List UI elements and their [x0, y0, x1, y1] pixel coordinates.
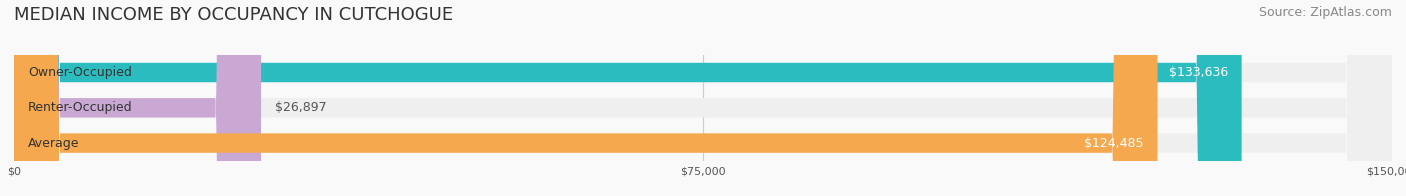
FancyBboxPatch shape: [14, 0, 262, 196]
Text: Owner-Occupied: Owner-Occupied: [28, 66, 132, 79]
FancyBboxPatch shape: [14, 0, 1392, 196]
FancyBboxPatch shape: [14, 0, 1392, 196]
Text: Source: ZipAtlas.com: Source: ZipAtlas.com: [1258, 6, 1392, 19]
FancyBboxPatch shape: [14, 0, 1392, 196]
FancyBboxPatch shape: [14, 0, 1241, 196]
Text: Renter-Occupied: Renter-Occupied: [28, 101, 132, 114]
Text: Average: Average: [28, 137, 79, 150]
Text: $133,636: $133,636: [1168, 66, 1227, 79]
FancyBboxPatch shape: [14, 0, 1157, 196]
Text: MEDIAN INCOME BY OCCUPANCY IN CUTCHOGUE: MEDIAN INCOME BY OCCUPANCY IN CUTCHOGUE: [14, 6, 453, 24]
Text: $26,897: $26,897: [276, 101, 326, 114]
Text: $124,485: $124,485: [1084, 137, 1144, 150]
